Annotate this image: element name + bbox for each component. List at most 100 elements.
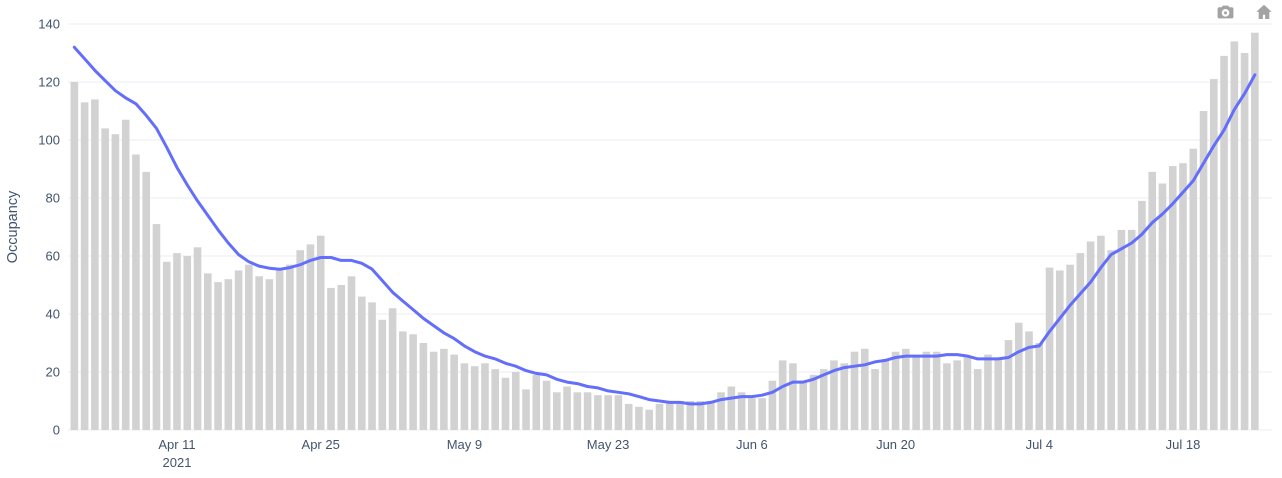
bar[interactable] <box>932 351 941 430</box>
bar[interactable] <box>255 276 263 430</box>
bar[interactable] <box>152 224 161 430</box>
bar[interactable] <box>1210 79 1218 430</box>
bar[interactable] <box>1138 200 1146 430</box>
bar[interactable] <box>1251 32 1259 430</box>
bar[interactable] <box>142 171 151 430</box>
bar[interactable] <box>101 128 109 430</box>
bar[interactable] <box>296 250 304 430</box>
bar[interactable] <box>1148 171 1157 430</box>
bar[interactable] <box>645 409 654 430</box>
bar[interactable] <box>245 264 253 430</box>
bar[interactable] <box>850 351 859 430</box>
bar[interactable] <box>778 360 787 430</box>
bar[interactable] <box>132 154 140 431</box>
bar[interactable] <box>748 398 756 430</box>
bar[interactable] <box>594 395 602 430</box>
home-icon[interactable] <box>1255 3 1274 20</box>
bar[interactable] <box>1014 322 1023 430</box>
bar[interactable] <box>1158 183 1167 431</box>
bar[interactable] <box>717 392 725 430</box>
bar[interactable] <box>1230 41 1239 431</box>
bar[interactable] <box>265 279 274 430</box>
bar[interactable] <box>470 366 479 430</box>
bar[interactable] <box>727 386 736 431</box>
camera-icon[interactable] <box>1216 3 1235 20</box>
bar[interactable] <box>111 134 120 430</box>
bar[interactable] <box>204 273 212 430</box>
bar[interactable] <box>768 380 777 430</box>
bar[interactable] <box>91 99 99 431</box>
bar[interactable] <box>676 401 684 430</box>
bar[interactable] <box>1179 163 1187 430</box>
bar[interactable] <box>696 401 705 430</box>
bar[interactable] <box>368 302 376 430</box>
bar[interactable] <box>604 395 612 430</box>
bar[interactable] <box>80 102 89 431</box>
bar[interactable] <box>635 406 643 430</box>
bar[interactable] <box>327 287 335 430</box>
bar[interactable] <box>840 363 849 430</box>
bar[interactable] <box>799 380 807 430</box>
bar[interactable] <box>830 360 838 430</box>
bar[interactable] <box>1107 250 1115 430</box>
bar[interactable] <box>532 374 541 430</box>
bar[interactable] <box>522 389 530 430</box>
bar[interactable] <box>1117 229 1126 430</box>
bar[interactable] <box>440 348 448 430</box>
bar[interactable] <box>450 354 458 430</box>
bar[interactable] <box>121 119 130 430</box>
bar[interactable] <box>337 285 346 430</box>
bar[interactable] <box>860 348 869 430</box>
bar[interactable] <box>511 372 520 430</box>
bar[interactable] <box>1240 53 1249 430</box>
bar[interactable] <box>70 82 79 430</box>
bar[interactable] <box>1097 235 1105 430</box>
bar[interactable] <box>460 363 469 430</box>
bar[interactable] <box>1168 166 1177 430</box>
bar[interactable] <box>378 319 387 430</box>
bar[interactable] <box>286 264 294 430</box>
bar[interactable] <box>1045 267 1054 430</box>
bar[interactable] <box>1189 148 1198 430</box>
bar[interactable] <box>306 244 315 430</box>
bar[interactable] <box>758 398 766 430</box>
bar[interactable] <box>542 380 551 430</box>
bar[interactable] <box>1035 343 1044 430</box>
bar[interactable] <box>686 401 695 430</box>
bar[interactable] <box>491 369 500 430</box>
bar[interactable] <box>1056 270 1064 431</box>
bar[interactable] <box>583 392 592 430</box>
bar[interactable] <box>347 276 356 430</box>
bar[interactable] <box>409 334 417 430</box>
bar[interactable] <box>173 253 181 430</box>
bar[interactable] <box>183 256 192 430</box>
bar[interactable] <box>1199 111 1208 430</box>
bar[interactable] <box>707 401 715 430</box>
bar[interactable] <box>994 357 1003 431</box>
bar[interactable] <box>809 374 818 430</box>
bar[interactable] <box>357 296 366 430</box>
bar[interactable] <box>737 392 746 430</box>
bar[interactable] <box>624 403 633 430</box>
bar[interactable] <box>943 363 951 430</box>
bar[interactable] <box>665 401 674 430</box>
bar[interactable] <box>984 354 992 430</box>
bar[interactable] <box>922 351 931 430</box>
bar[interactable] <box>388 308 397 430</box>
bar[interactable] <box>614 395 623 430</box>
bar[interactable] <box>481 363 489 430</box>
bar[interactable] <box>419 343 428 430</box>
bar[interactable] <box>1066 264 1074 430</box>
bar[interactable] <box>573 392 582 430</box>
bar[interactable] <box>973 369 982 430</box>
bar[interactable] <box>655 403 664 430</box>
bar[interactable] <box>316 235 325 430</box>
bar[interactable] <box>789 363 797 430</box>
bar[interactable] <box>1127 229 1136 430</box>
bar[interactable] <box>902 348 910 430</box>
bar[interactable] <box>501 377 510 430</box>
bar[interactable] <box>275 270 284 431</box>
bar[interactable] <box>819 369 828 430</box>
bar[interactable] <box>963 357 972 431</box>
bar[interactable] <box>553 392 561 430</box>
